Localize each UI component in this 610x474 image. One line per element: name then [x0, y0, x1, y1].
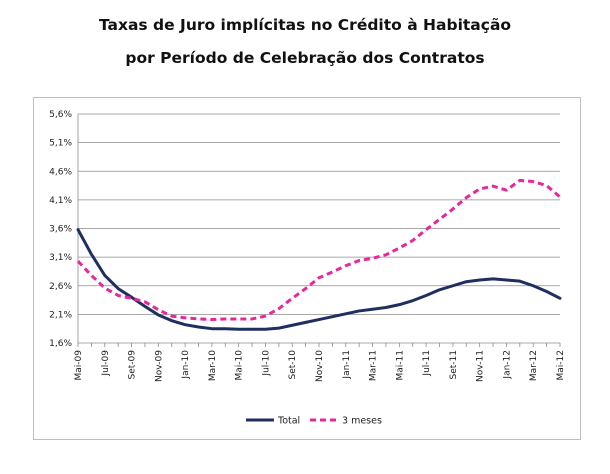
- legend-label: 3 meses: [342, 416, 382, 427]
- x-tick-label: Jul-09: [101, 350, 111, 377]
- legend-label: Total: [277, 416, 300, 427]
- x-tick-label: Jul-11: [422, 350, 432, 377]
- y-tick-label: 4,1%: [49, 196, 72, 206]
- y-tick-label: 1,6%: [49, 339, 72, 349]
- x-tick-label: Mar-11: [369, 350, 379, 381]
- x-tick-label: Jan-10: [181, 350, 191, 380]
- x-tick-label: Mar-10: [208, 350, 218, 381]
- x-tick-label: Nov-11: [476, 350, 486, 382]
- x-tick-label: Nov-09: [154, 350, 164, 382]
- y-tick-label: 2,1%: [49, 310, 72, 320]
- x-tick-label: Set-09: [128, 350, 138, 380]
- x-tick-label: Mai-10: [235, 350, 245, 381]
- y-tick-label: 2,6%: [49, 282, 72, 292]
- x-tick-label: Set-10: [288, 350, 298, 380]
- series-line-total: [76, 228, 562, 331]
- y-tick-label: 5,6%: [49, 110, 72, 120]
- y-tick-label: 4,6%: [49, 167, 72, 177]
- series-line-3-meses: [76, 178, 561, 322]
- x-tick-label: Jan-12: [502, 350, 512, 380]
- y-tick-label: 5,1%: [49, 139, 72, 149]
- x-tick-label: Mai-11: [395, 350, 405, 380]
- y-tick-label: 3,1%: [49, 253, 72, 263]
- x-tick-label: Nov-10: [315, 350, 325, 382]
- x-tick-label: Mar-12: [529, 350, 539, 381]
- x-tick-label: Set-11: [449, 350, 459, 379]
- x-tick-label: Mai-12: [556, 350, 566, 380]
- x-tick-label: Mai-09: [74, 350, 84, 381]
- x-tick-label: Jan-11: [342, 350, 352, 380]
- y-tick-label: 3,6%: [49, 225, 72, 235]
- chart-title-line-2: por Período de Celebração dos Contratos: [125, 49, 485, 67]
- chart-frame: [33, 97, 581, 440]
- chart-title-line-1: Taxas de Juro implícitas no Crédito à Ha…: [98, 16, 512, 34]
- x-tick-label: Jul-10: [261, 350, 271, 377]
